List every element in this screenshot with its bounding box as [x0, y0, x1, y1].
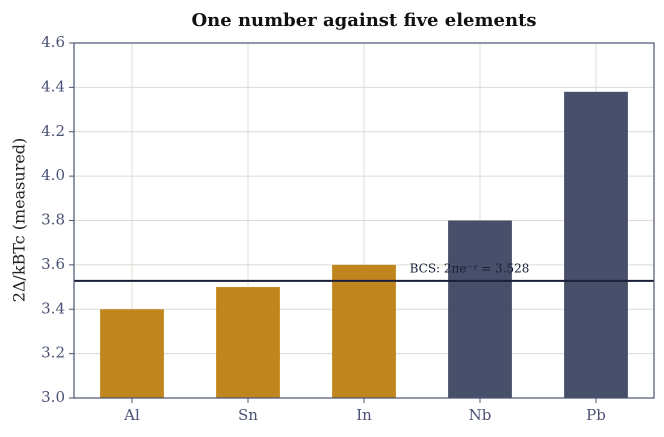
bar: [332, 264, 396, 398]
y-tick-label: 3.4: [41, 299, 65, 317]
y-tick-label: 4.0: [41, 166, 65, 184]
bar: [564, 91, 628, 398]
bar: [216, 287, 280, 398]
reference-label: BCS: 2πe⁻ᵞ = 3.528: [410, 261, 530, 275]
y-tick-label: 3.2: [41, 344, 65, 362]
y-tick-label: 3.0: [41, 388, 65, 406]
y-tick-label: 4.6: [41, 33, 65, 51]
y-tick-label: 3.6: [41, 255, 65, 273]
plot-frame: [73, 42, 655, 399]
x-tick-label: Nb: [469, 406, 492, 424]
x-tick-label: In: [356, 406, 372, 424]
y-axis-label: 2Δ/kBTc (measured): [10, 138, 29, 303]
bar: [448, 220, 512, 398]
y-tick-label: 3.8: [41, 211, 65, 229]
chart-title: One number against five elements: [191, 10, 536, 31]
x-tick-label: Al: [123, 406, 140, 424]
y-tick-label: 4.2: [41, 122, 65, 140]
x-tick-label: Pb: [586, 406, 606, 424]
x-tick-label: Sn: [238, 406, 258, 424]
bar: [100, 309, 164, 398]
y-tick-label: 4.4: [41, 77, 65, 95]
